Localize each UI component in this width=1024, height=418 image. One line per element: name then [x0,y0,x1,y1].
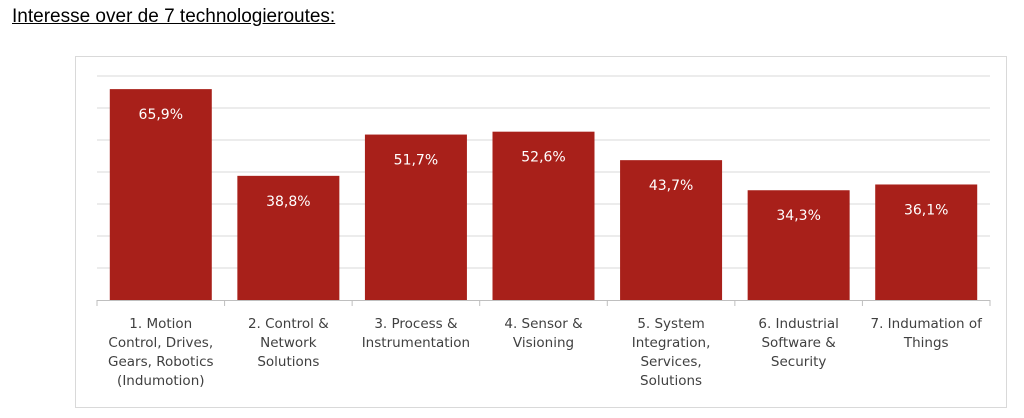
bar-3 [364,134,467,300]
data-label-5: 43,7% [649,178,693,194]
bar-2 [237,175,340,300]
data-label-1: 65,9% [139,107,183,123]
data-label-2: 38,8% [266,194,310,210]
data-label-7: 36,1% [904,202,948,218]
category-label-7: 7. Indumation of Things [871,316,984,351]
data-label-6: 34,3% [776,208,820,224]
bar-1 [109,89,212,301]
category-label-4: 4. Sensor & Visioning [504,316,583,351]
category-label-1: 1. Motion Control, Drives, Gears, Robotics… [108,316,214,389]
bar-4 [492,131,595,300]
chart-heading: Interesse over de 7 technologieroutes: [12,6,336,27]
category-label-6: 6. Industrial Software & Security [758,316,839,370]
bar-6 [747,190,850,300]
category-label-3: 3. Process & Instrumentation [362,316,470,351]
category-label-2: 2. Control & Network Solutions [248,316,329,370]
data-label-3: 51,7% [394,153,438,169]
bar-5 [620,160,723,300]
data-label-4: 52,6% [521,150,565,166]
bar-7 [875,184,978,300]
category-label-5: 5. System Integration, Services, Solutions [632,316,711,389]
